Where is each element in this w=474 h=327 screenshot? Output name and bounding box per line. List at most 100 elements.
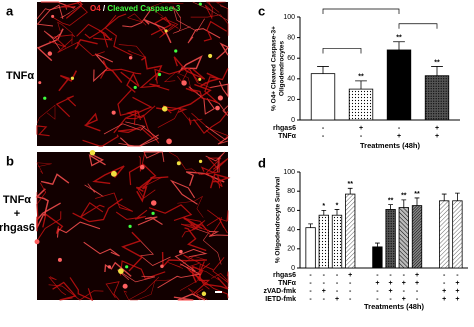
error-bar [347, 187, 353, 195]
neurite [95, 192, 133, 212]
y-tick-label: 80 [287, 34, 295, 41]
error-bar [431, 66, 443, 76]
condition-name: IETD-fmk [265, 296, 296, 303]
condition-label: rhgas6 [0, 222, 35, 234]
neurite [36, 182, 47, 206]
bar [310, 73, 336, 121]
bar [398, 207, 409, 269]
condition-sign: + [435, 133, 439, 140]
y-tick-label: 60 [287, 55, 295, 62]
neurite [187, 28, 221, 44]
neurite [212, 257, 229, 284]
cell-body [160, 264, 164, 268]
y-tick-label: 80 [287, 188, 295, 195]
cell-body [47, 51, 53, 56]
caspase-cell [157, 72, 162, 77]
condition-sign: + [415, 272, 419, 279]
error-bar [317, 66, 329, 74]
condition-name: TNFα [278, 133, 297, 140]
condition-sign: - [349, 296, 352, 303]
neurite [181, 220, 206, 238]
y-tick-label: 40 [287, 76, 295, 83]
neurite [84, 112, 101, 132]
y-tick-label: 20 [287, 96, 295, 103]
cell-body [166, 138, 172, 145]
stain: Cleaved Caspase-3 [107, 4, 180, 13]
significance: ** [347, 181, 353, 188]
caspase-cell [198, 2, 202, 6]
neurite [205, 151, 226, 172]
panel-letter: a [6, 3, 14, 18]
caspase-cell [133, 85, 137, 90]
cell-body [176, 161, 181, 166]
condition-sign: - [416, 296, 419, 303]
condition-sign: - [309, 280, 312, 287]
neurite [143, 151, 165, 162]
neurite [139, 72, 170, 91]
neurite [113, 96, 153, 134]
cell-body [107, 265, 111, 269]
neurite [180, 216, 203, 230]
stain-legend: O4 / Cleaved Caspase-3 [90, 4, 181, 13]
neurite [206, 217, 228, 234]
neurite [174, 248, 208, 272]
condition-sign: - [323, 272, 326, 279]
neurite [48, 276, 67, 296]
y-axis-label: % O4+ Cleaved Caspase-3+ [271, 26, 278, 111]
cell-body [128, 56, 133, 60]
neurite [137, 176, 163, 199]
error-bar [355, 80, 367, 90]
cell-body [208, 53, 213, 58]
cell-body [51, 14, 55, 18]
condition-sign: - [403, 272, 406, 279]
neurite [148, 204, 193, 222]
neurite [172, 16, 191, 34]
neurite [126, 105, 156, 126]
caspase-cell [125, 265, 129, 269]
neurite [188, 117, 203, 126]
condition-sign: - [398, 125, 401, 132]
condition-sign: - [443, 280, 446, 287]
caspase-cell [43, 96, 47, 100]
neurite [105, 281, 120, 301]
y-tick-label: 20 [287, 246, 295, 253]
cell-body [122, 283, 128, 289]
condition-sign: + [322, 288, 326, 295]
cell-body [162, 106, 168, 112]
condition-sign: + [455, 288, 459, 295]
condition-sign: + [455, 296, 459, 303]
neurite [179, 266, 220, 291]
condition-name: zVAD-fmk [263, 288, 296, 295]
bar [411, 205, 423, 269]
neurite [119, 134, 159, 147]
condition-name: rhgas6 [273, 272, 296, 279]
neurite [183, 254, 201, 273]
error-bar [401, 199, 407, 208]
condition-sign: + [402, 280, 406, 287]
neurite [52, 281, 77, 301]
neurite [209, 80, 229, 98]
bar [439, 200, 450, 269]
neurite [57, 21, 73, 45]
neurite [185, 87, 217, 103]
condition-sign: + [442, 288, 446, 295]
neurite [128, 163, 157, 186]
condition-name: TNFα [278, 280, 297, 287]
neurite [172, 5, 205, 32]
error-bar [375, 242, 380, 247]
neurite [207, 209, 229, 222]
neurite [88, 153, 106, 167]
condition-sign: - [309, 288, 312, 295]
cell-body [140, 164, 145, 170]
condition-sign: - [389, 296, 392, 303]
neurite [143, 18, 172, 44]
condition-sign: + [389, 280, 393, 287]
neurite [82, 134, 119, 147]
error-bar [441, 193, 447, 201]
neurite [36, 204, 39, 232]
condition-sign: - [336, 272, 339, 279]
y-axis-label: % Oligodendrocyte Survival [275, 177, 282, 264]
neurite [84, 13, 127, 39]
condition-sign: - [322, 125, 325, 132]
neurite [177, 195, 204, 218]
